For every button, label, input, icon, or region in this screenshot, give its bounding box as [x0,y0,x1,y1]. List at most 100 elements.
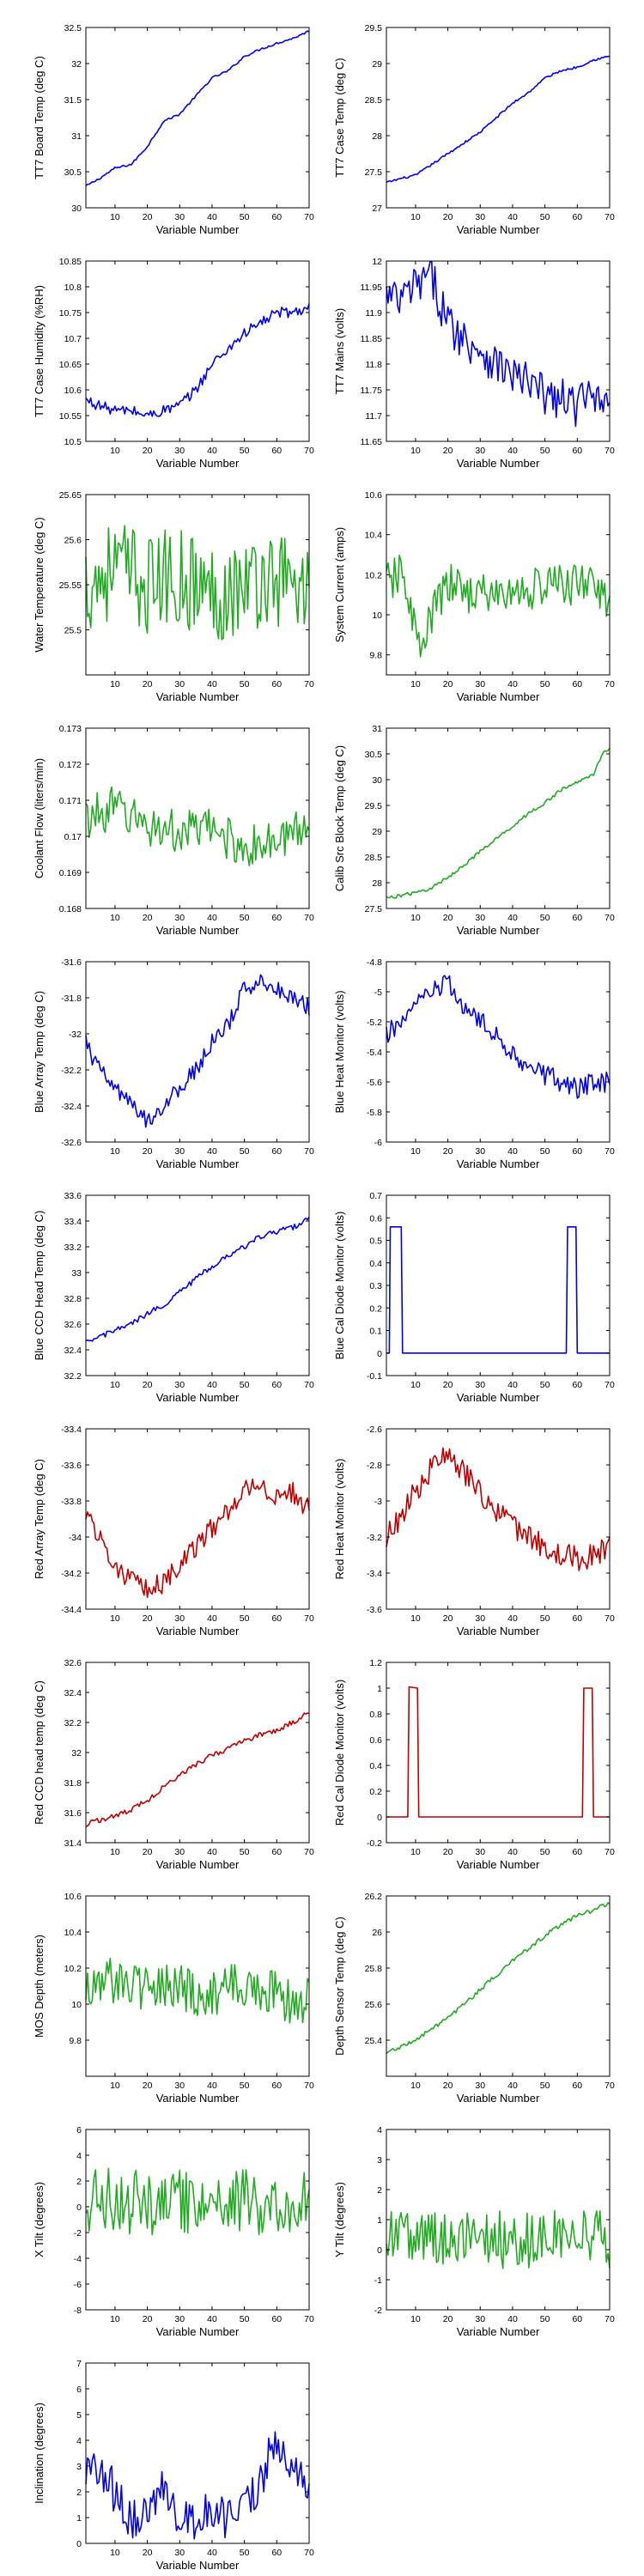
y-axis-label: Red Array Temp (deg C) [33,1459,46,1579]
x-tick-label: 60 [572,679,582,690]
x-tick-label: 20 [143,446,153,456]
x-tick-label: 30 [475,1146,485,1157]
chart-panel-4: 10 20 30 40 50 60 70 11.65 11.7 11.75 11.8 11.85 11.… [333,257,615,470]
plot-frame [85,1194,310,1376]
x-tick-label: 70 [304,679,314,690]
y-tick-label: 0.8 [369,1710,382,1720]
y-tick-label: 10.65 [59,360,82,370]
x-tick-label: 40 [507,1146,518,1157]
x-tick-label: 50 [540,1380,550,1390]
y-tick-label: 10 [372,611,382,621]
x-tick-label: 10 [110,913,120,923]
x-tick-label: 70 [304,1146,314,1157]
x-tick-label: 70 [304,446,314,456]
y-axis-label: Coolant Flow (liters/min) [33,758,46,878]
y-tick-label: -32.6 [61,1138,82,1148]
x-axis-label: Variable Number [457,2092,540,2105]
y-tick-label: 2 [377,2185,382,2196]
x-tick-label: 40 [507,913,518,923]
chart-panel-1: 10 20 30 40 50 60 70 30 30.5 31 31.5 32 32.5 Variable… [33,23,314,236]
x-tick-label: 60 [271,679,282,690]
y-tick-label: 11.65 [361,437,383,447]
y-tick-label: 2 [76,2488,82,2498]
y-tick-label: 31.5 [64,95,82,106]
y-tick-label: 3 [377,2155,382,2166]
x-tick-label: 20 [143,2081,153,2091]
y-tick-label: 25.6 [365,2000,383,2010]
x-tick-label: 60 [572,1613,582,1624]
y-tick-label: -34.4 [61,1605,82,1615]
y-tick-label: 0 [377,1813,382,1823]
y-tick-label: 0.4 [369,1259,382,1269]
x-tick-label: 20 [443,679,453,690]
x-tick-label: 50 [540,1146,550,1157]
y-tick-label: 33.6 [64,1191,82,1201]
x-tick-label: 40 [207,2081,217,2091]
y-tick-label: 10.4 [365,531,383,541]
y-tick-label: 29.5 [365,23,383,33]
y-tick-label: -6 [74,2280,82,2290]
x-tick-label: 50 [240,913,250,923]
x-tick-label: 50 [540,1847,550,1857]
plot-frame [386,1895,611,2077]
x-tick-label: 60 [572,2314,582,2324]
y-tick-label: 25.55 [59,580,82,591]
series-line [85,1712,310,1827]
y-tick-label: 12 [372,257,382,267]
x-tick-label: 60 [572,1380,582,1390]
y-tick-label: 25.65 [59,490,82,501]
x-axis-label: Variable Number [457,223,540,236]
plot-frame [386,2129,611,2311]
y-tick-label: -8 [74,2306,82,2316]
x-tick-label: 50 [240,2081,250,2091]
x-tick-label: 30 [174,2314,185,2324]
y-tick-label: 4 [76,2151,82,2161]
x-tick-label: 20 [143,212,153,222]
y-tick-label: 11.75 [361,386,383,396]
x-axis-label: Variable Number [457,1858,540,1871]
x-tick-label: 40 [207,1847,217,1857]
x-tick-label: 10 [410,1380,421,1390]
x-tick-label: 10 [410,1847,421,1857]
x-tick-label: 50 [240,2548,250,2558]
x-tick-label: 70 [304,1380,314,1390]
y-tick-label: 31 [372,724,382,734]
y-tick-label: 10.2 [365,570,383,580]
x-axis-label: Variable Number [156,1157,240,1170]
y-axis-label: Blue Array Temp (deg C) [33,991,46,1113]
chart-panel-6: 10 20 30 40 50 60 70 9.8 10 10.2 10.4 10.6 Variable … [333,490,615,703]
chart-panel-19: 10 20 30 40 50 60 70 -8 -6 -4 -2 0 2 4 6 Variable Numbe… [33,2125,314,2338]
y-tick-label: -32 [69,1030,82,1040]
x-tick-label: 50 [540,2314,550,2324]
x-tick-label: 40 [507,679,518,690]
series-line [85,30,310,187]
x-tick-label: 20 [143,1613,153,1624]
y-tick-label: 29 [372,827,382,837]
x-tick-label: 40 [507,1380,518,1390]
x-tick-label: 40 [507,1613,518,1624]
x-tick-label: 30 [174,679,185,690]
y-tick-label: -3.4 [367,1569,382,1579]
plot-frame [85,260,310,442]
y-tick-label: -31.8 [61,993,82,1004]
y-tick-label: 0.4 [369,1761,382,1771]
y-tick-label: 30.5 [365,750,383,760]
y-tick-label: 32.4 [64,1346,82,1356]
x-tick-label: 10 [410,1613,421,1624]
y-tick-label: 11.85 [361,334,383,344]
chart-panel-2: 10 20 30 40 50 60 70 27 27.5 28 28.5 29 29.5 Variable… [333,23,615,236]
series-line [386,1226,610,1354]
x-axis-label: Variable Number [156,1858,240,1871]
y-tick-label: -2 [74,2228,82,2239]
y-tick-label: 31.6 [64,1808,82,1819]
series-line [85,786,310,866]
x-tick-label: 10 [410,913,421,923]
y-tick-label: 10.6 [64,1892,82,1902]
y-tick-label: 33.4 [64,1217,82,1227]
y-tick-label: 32 [71,1748,82,1759]
x-tick-label: 10 [410,2314,421,2324]
x-tick-label: 20 [143,1380,153,1390]
x-tick-label: 50 [240,1146,250,1157]
x-axis-label: Variable Number [156,457,240,470]
